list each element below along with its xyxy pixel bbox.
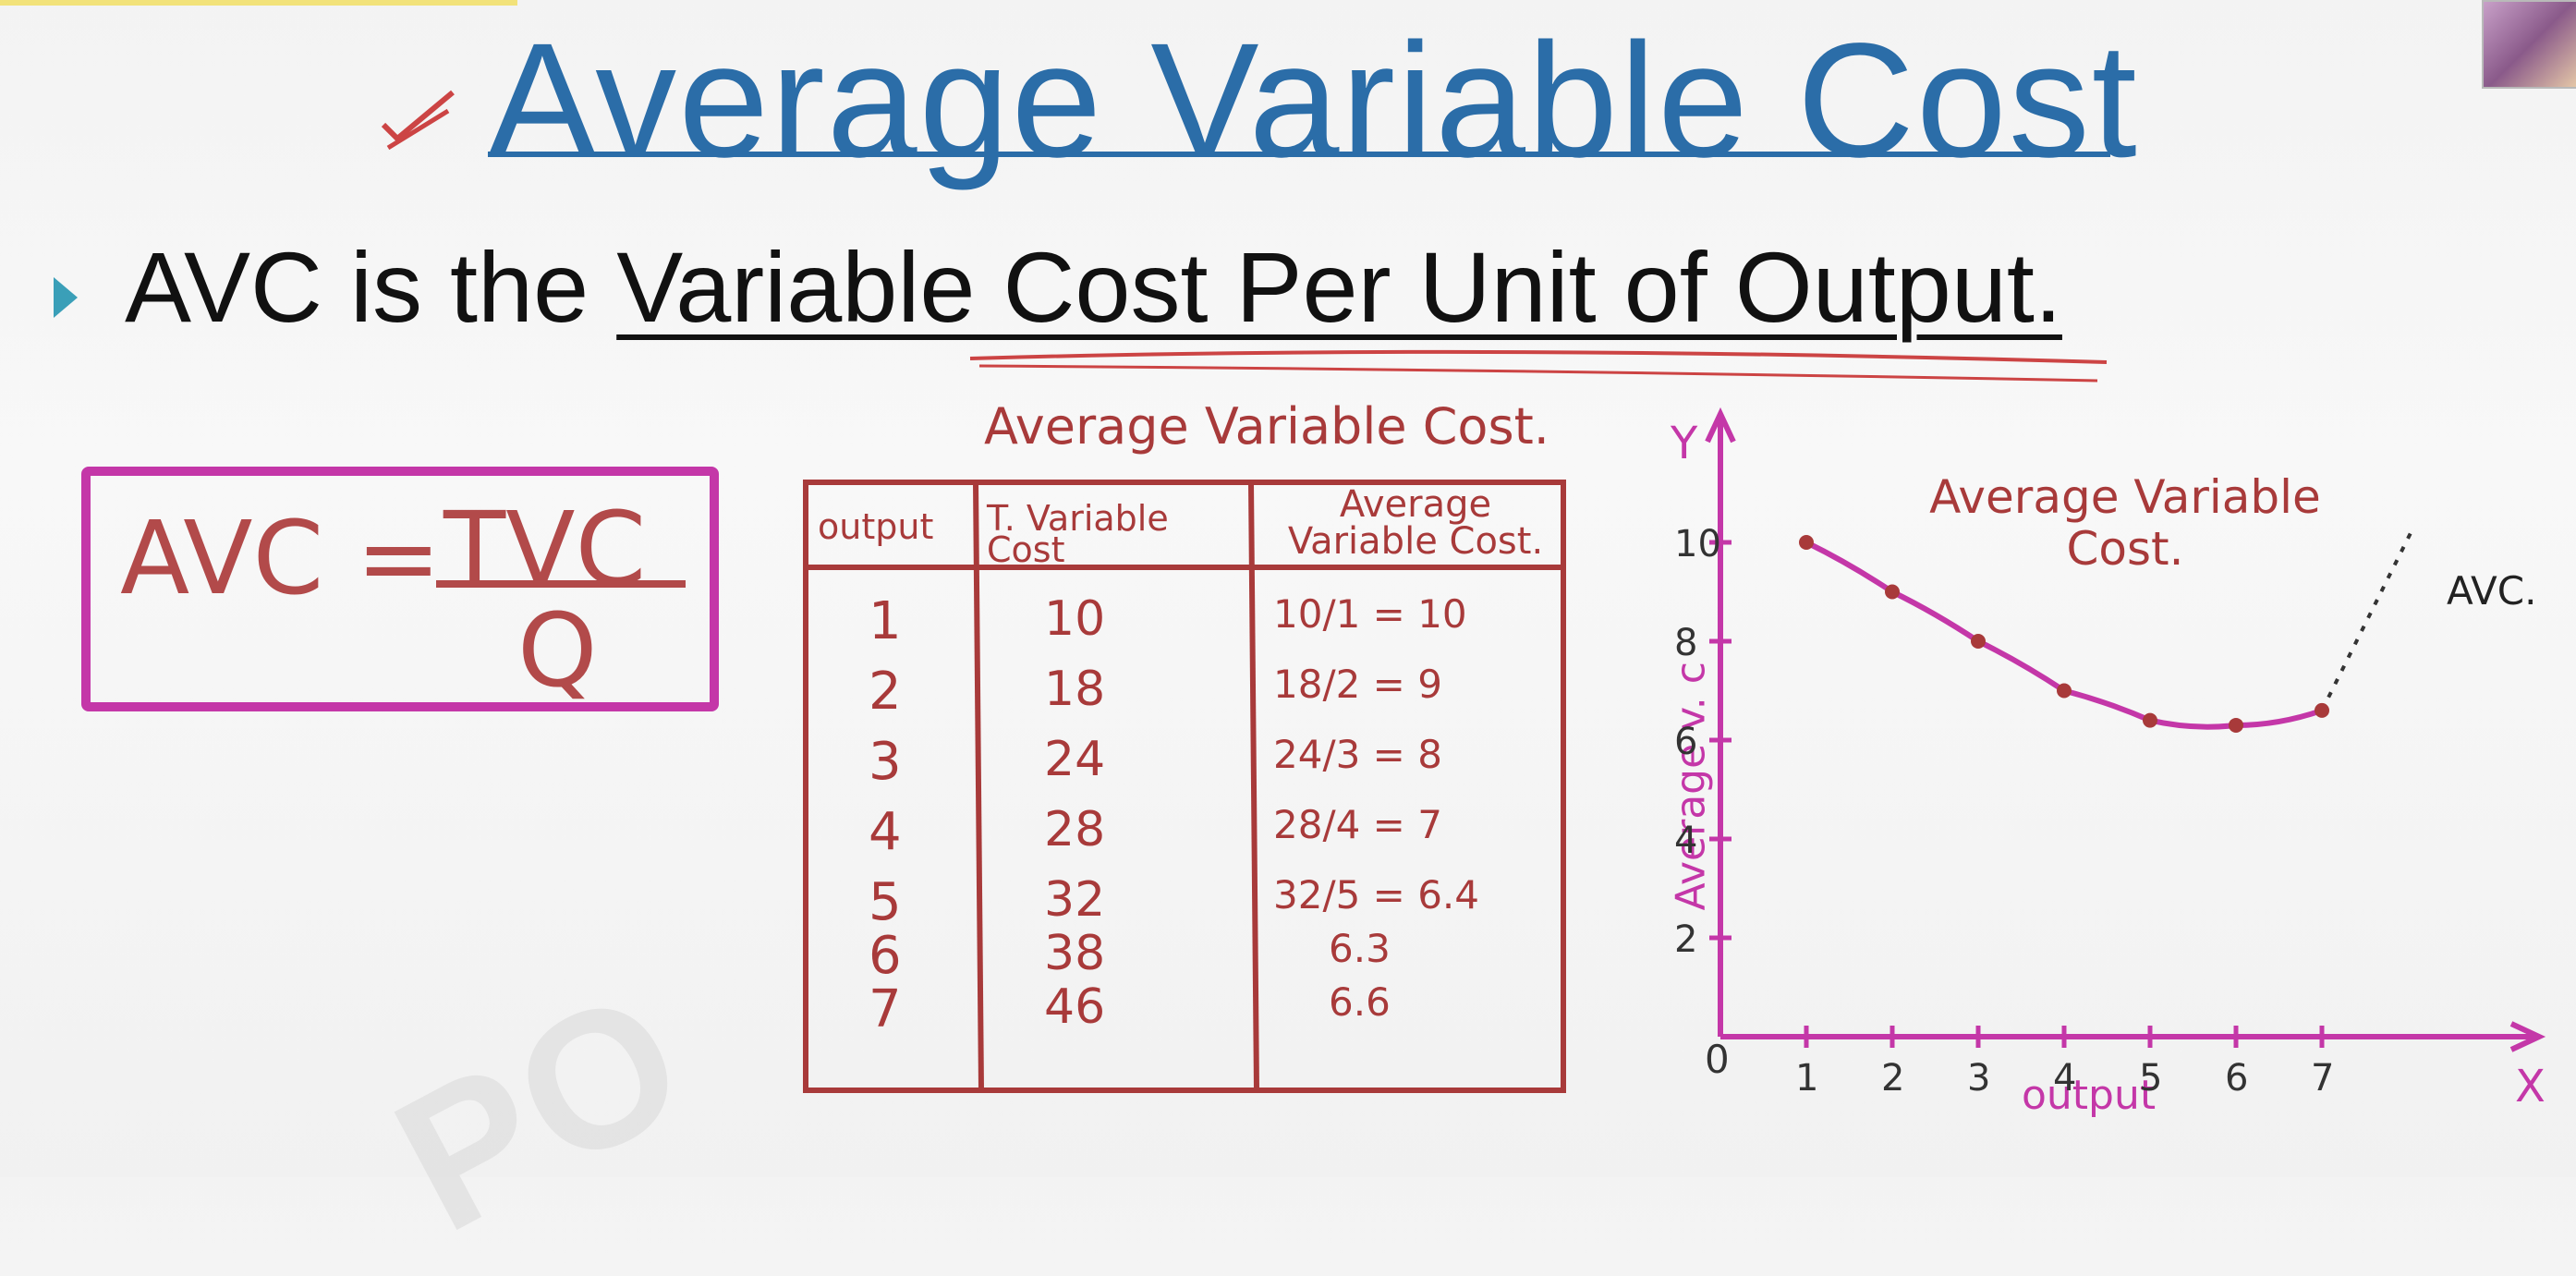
x-tick-label: 1 bbox=[1795, 1057, 1818, 1100]
fraction-bar bbox=[436, 580, 686, 588]
graph-origin: 0 bbox=[1705, 1037, 1730, 1082]
x-axis-letter: X bbox=[2515, 1061, 2546, 1112]
data-point bbox=[2229, 717, 2243, 733]
table-cell-output: 4 bbox=[869, 802, 902, 862]
curve-label: AVC. bbox=[2447, 568, 2537, 614]
watermark: PO bbox=[362, 945, 720, 1273]
y-tick-label: 2 bbox=[1674, 918, 1697, 961]
table-cell-avc: 6.3 bbox=[1329, 926, 1391, 971]
x-tick-label: 7 bbox=[2311, 1057, 2334, 1100]
y-axis-label: Average v. c bbox=[1667, 662, 1715, 911]
table-cell-avc: 18/2 = 9 bbox=[1273, 662, 1442, 707]
checkmark-icon bbox=[381, 90, 455, 151]
y-tick-label: 10 bbox=[1674, 523, 1721, 565]
data-point bbox=[2143, 712, 2157, 728]
data-point bbox=[2057, 683, 2072, 699]
table-cell-tvc: 28 bbox=[1044, 802, 1106, 857]
bullet-arrow-icon bbox=[54, 277, 78, 318]
table-cell-avc: 28/4 = 7 bbox=[1273, 802, 1442, 847]
definition-emphasis: Variable Cost Per Unit of Output. bbox=[616, 231, 2062, 343]
table-cell-output: 1 bbox=[869, 591, 902, 651]
table-cell-output: 3 bbox=[869, 732, 902, 792]
table-cell-output: 2 bbox=[869, 662, 902, 722]
formula-lhs: AVC = bbox=[120, 499, 442, 617]
x-axis-arrow bbox=[2509, 1021, 2546, 1052]
table-cell-avc: 10/1 = 10 bbox=[1273, 591, 1467, 637]
table-cell-tvc: 32 bbox=[1044, 872, 1106, 928]
definition-text: AVC is the Variable Cost Per Unit of Out… bbox=[125, 229, 2062, 345]
table-cell-tvc: 18 bbox=[1044, 662, 1106, 717]
data-point bbox=[1799, 535, 1814, 550]
x-tick-label: 3 bbox=[1967, 1057, 1990, 1100]
table-cell-avc: 32/5 = 6.4 bbox=[1273, 872, 1480, 918]
table-cell-avc: 24/3 = 8 bbox=[1273, 732, 1442, 777]
definition-prefix: AVC is the bbox=[125, 231, 617, 343]
table-cell-output: 7 bbox=[869, 979, 902, 1039]
table-cell-avc: 6.6 bbox=[1329, 979, 1391, 1025]
slide-title: Average Variable Cost bbox=[488, 10, 2139, 191]
data-point bbox=[2315, 702, 2329, 718]
table-cell-tvc: 10 bbox=[1044, 591, 1106, 647]
table-cell-output: 6 bbox=[869, 926, 902, 986]
table-header-tvc: T. Variable Cost bbox=[987, 498, 1169, 570]
formula-box bbox=[81, 467, 719, 711]
table-cell-tvc: 46 bbox=[1044, 979, 1106, 1035]
table-header-output: output bbox=[818, 506, 934, 547]
y-tick-label: 8 bbox=[1674, 622, 1697, 664]
y-axis-letter: Y bbox=[1671, 418, 1698, 469]
table-caption: Average Variable Cost. bbox=[984, 397, 1549, 456]
top-accent-bar bbox=[0, 0, 517, 6]
formula-denominator: Q bbox=[517, 591, 598, 710]
presenter-thumbnail bbox=[2482, 0, 2576, 89]
table-header-avc: Average Variable Cost. bbox=[1287, 483, 1544, 563]
table-cell-tvc: 38 bbox=[1044, 926, 1106, 981]
y-axis-arrow bbox=[1705, 407, 1736, 444]
formula-numerator: TVC bbox=[444, 490, 647, 608]
x-axis-label: output bbox=[2022, 1072, 2157, 1119]
table-cell-output: 5 bbox=[869, 872, 902, 932]
x-tick-label: 6 bbox=[2225, 1057, 2248, 1100]
x-tick-label: 2 bbox=[1881, 1057, 1904, 1100]
graph-title: Average Variable Cost. bbox=[1929, 470, 2321, 576]
title-underline bbox=[488, 152, 2110, 157]
data-point bbox=[1971, 634, 1986, 649]
data-point bbox=[1885, 584, 1900, 600]
table-cell-tvc: 24 bbox=[1044, 732, 1106, 787]
